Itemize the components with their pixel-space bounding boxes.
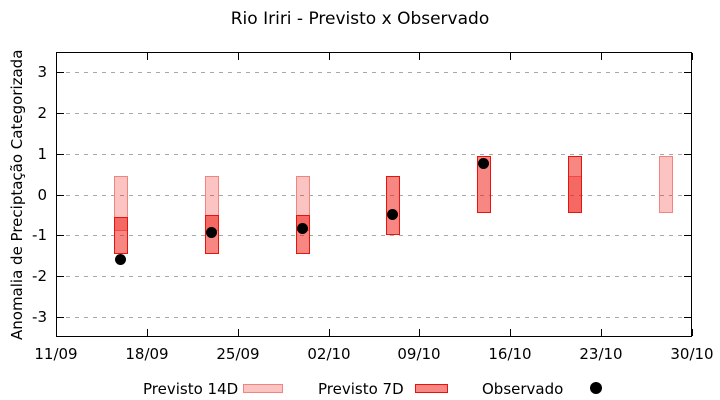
- y-tick-left: [57, 113, 64, 114]
- observed-dot: [206, 227, 217, 238]
- x-tick-label: 09/10: [397, 345, 441, 363]
- x-tick-top: [510, 53, 511, 60]
- x-tick-bottom: [56, 329, 57, 336]
- y-tick-right: [684, 113, 691, 114]
- observed-dot: [387, 209, 398, 220]
- y-tick-right: [684, 276, 691, 277]
- y-tick-label: -2: [32, 267, 47, 285]
- x-tick-bottom: [601, 329, 602, 336]
- observed-dot: [115, 254, 126, 265]
- forecast-box-14d: [659, 156, 673, 213]
- y-tick-label: 1: [37, 145, 47, 163]
- legend: Previsto 14D Previsto 7D Observado: [0, 376, 720, 400]
- forecast-box-7d: [386, 176, 400, 235]
- forecast-box-7d: [568, 156, 582, 213]
- x-tick-bottom: [238, 329, 239, 336]
- x-tick-top: [692, 53, 693, 60]
- legend-swatch-previsto-7d-icon: [415, 384, 448, 393]
- y-tick-left: [57, 317, 64, 318]
- y-tick-left: [57, 154, 64, 155]
- y-tick-right: [684, 72, 691, 73]
- x-tick-bottom: [419, 329, 420, 336]
- observed-dot: [297, 223, 308, 234]
- x-tick-top: [147, 53, 148, 60]
- gridline: [57, 276, 691, 277]
- y-tick-left: [57, 276, 64, 277]
- legend-label-previsto-14d: Previsto 14D: [143, 380, 239, 398]
- x-tick-bottom: [510, 329, 511, 336]
- y-tick-label: -3: [32, 308, 47, 326]
- y-tick-label: 2: [37, 104, 47, 122]
- y-tick-label: 0: [37, 186, 47, 204]
- observed-dot: [478, 158, 489, 169]
- legend-label-previsto-7d: Previsto 7D: [318, 380, 404, 398]
- x-tick-top: [601, 53, 602, 60]
- y-tick-label: 3: [37, 63, 47, 81]
- y-tick-left: [57, 72, 64, 73]
- x-tick-label: 30/10: [670, 345, 714, 363]
- x-tick-label: 16/10: [488, 345, 532, 363]
- x-tick-top: [329, 53, 330, 60]
- x-tick-bottom: [329, 329, 330, 336]
- gridline: [57, 72, 691, 73]
- x-tick-bottom: [692, 329, 693, 336]
- gridline: [57, 235, 691, 236]
- x-tick-label: 25/09: [216, 345, 260, 363]
- gridline: [57, 154, 691, 155]
- forecast-box-7d: [114, 217, 128, 254]
- y-tick-right: [684, 317, 691, 318]
- x-tick-top: [56, 53, 57, 60]
- x-tick-bottom: [147, 329, 148, 336]
- x-tick-label: 02/10: [307, 345, 351, 363]
- gridline: [57, 113, 691, 114]
- x-tick-top: [419, 53, 420, 60]
- x-tick-label: 18/09: [125, 345, 169, 363]
- gridline: [57, 195, 691, 196]
- legend-swatch-previsto-14d-icon: [243, 384, 283, 393]
- gridline: [57, 317, 691, 318]
- legend-swatch-observado-dot-icon: [590, 382, 602, 394]
- x-tick-label: 11/09: [34, 345, 78, 363]
- y-tick-left: [57, 195, 64, 196]
- x-tick-label: 23/10: [579, 345, 623, 363]
- chart-title: Rio Iriri - Previsto x Observado: [230, 9, 490, 29]
- forecast-box-7d: [477, 156, 491, 213]
- x-tick-top: [238, 53, 239, 60]
- forecast-box-7d: [296, 215, 310, 254]
- y-tick-right: [684, 195, 691, 196]
- y-tick-right: [684, 154, 691, 155]
- y-tick-label: -1: [32, 226, 47, 244]
- plot-area: [56, 52, 692, 337]
- legend-label-observado: Observado: [482, 380, 564, 398]
- y-tick-left: [57, 235, 64, 236]
- y-tick-right: [684, 235, 691, 236]
